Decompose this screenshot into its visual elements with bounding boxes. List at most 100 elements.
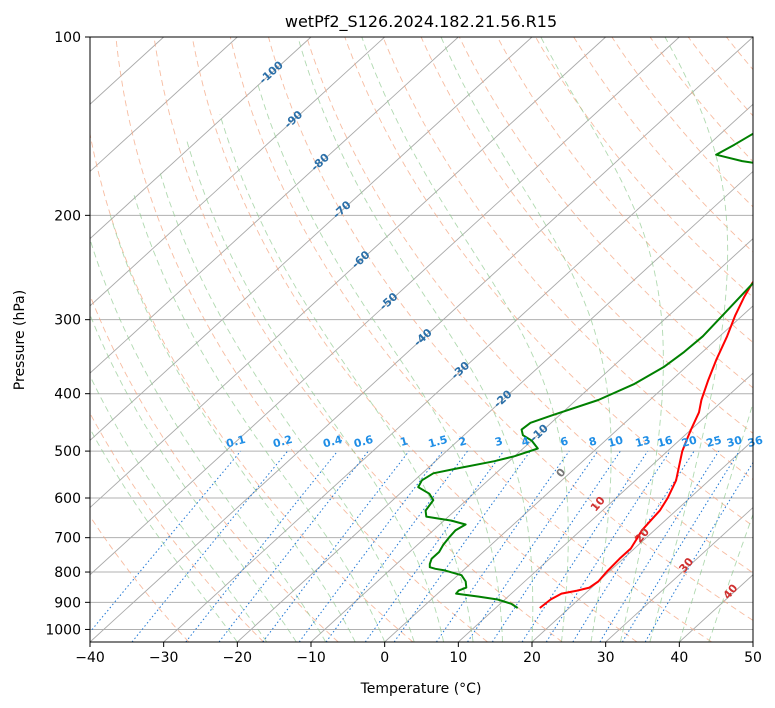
isotherm-line bbox=[90, 37, 753, 642]
mixing-ratio-label: 25 bbox=[705, 433, 723, 450]
mixing-ratio-line bbox=[298, 450, 444, 642]
mixing-ratio-label: 36 bbox=[746, 433, 764, 450]
moist-adiabat-line bbox=[297, 37, 534, 642]
series-line-2 bbox=[417, 132, 753, 609]
moist-adiabat-line bbox=[90, 313, 297, 642]
mixing-ratio-line bbox=[325, 450, 468, 642]
mixing-ratio-line bbox=[435, 450, 570, 642]
x-tick-label: 30 bbox=[597, 650, 615, 666]
mixing-ratio-label: 0.6 bbox=[352, 433, 375, 451]
moist-adiabat-line bbox=[219, 114, 474, 642]
mixing-ratio-label: 30 bbox=[725, 433, 743, 450]
x-tick-label: 50 bbox=[744, 650, 762, 666]
isotherm-line bbox=[90, 37, 312, 240]
x-tick-label: −20 bbox=[223, 650, 253, 666]
moist-adiabat-line bbox=[90, 237, 327, 642]
x-tick-label: 20 bbox=[523, 650, 541, 666]
dry-adiabat-line bbox=[229, 37, 712, 642]
background-lines bbox=[90, 37, 753, 642]
y-tick-label: 300 bbox=[54, 313, 81, 329]
y-tick-label: 900 bbox=[54, 595, 81, 611]
chart-title: wetPf2_S126.2024.182.21.56.R15 bbox=[285, 12, 557, 32]
mixing-ratio-label: 20 bbox=[680, 433, 698, 450]
y-tick-label: 1000 bbox=[45, 622, 81, 638]
y-axis-label: Pressure (hPa) bbox=[12, 290, 28, 390]
y-tick-label: 400 bbox=[54, 387, 81, 403]
moist-adiabat-line bbox=[133, 195, 386, 642]
x-tick-label: 10 bbox=[449, 650, 467, 666]
isotherm-line bbox=[90, 37, 606, 509]
isotherm-line bbox=[605, 506, 753, 642]
series-line-1 bbox=[539, 280, 753, 609]
isotherm-line bbox=[163, 103, 753, 642]
mixing-ratio-label: 4 bbox=[520, 434, 531, 449]
mixing-ratio-line bbox=[131, 450, 288, 642]
mixing-ratio-line bbox=[545, 450, 671, 642]
moist-adiabat-line bbox=[159, 173, 415, 642]
x-axis-ticks: −40 −30 −20 −10 0 10 20 30 40 50 bbox=[75, 642, 762, 666]
mixing-ratio-line bbox=[621, 450, 740, 642]
mixing-ratio-label: 13 bbox=[634, 433, 652, 450]
isotherm-line bbox=[310, 238, 753, 642]
isotherm-line bbox=[90, 37, 459, 374]
mixing-ratio-line bbox=[185, 450, 338, 642]
dry-adiabat-line bbox=[458, 37, 753, 389]
x-axis-label: Temperature (°C) bbox=[360, 681, 482, 697]
isotherm-line bbox=[90, 37, 680, 576]
mixing-ratio-line bbox=[467, 450, 599, 642]
mixing-ratio-label: 2 bbox=[457, 434, 468, 449]
moist-adiabat-line bbox=[90, 427, 238, 642]
dry-adiabat-line bbox=[497, 37, 753, 344]
y-tick-label: 100 bbox=[54, 30, 81, 46]
moist-adiabat-line bbox=[678, 401, 753, 642]
dry-adiabat-line bbox=[382, 37, 753, 481]
isotherm-line bbox=[531, 439, 753, 642]
mixing-ratio-line bbox=[364, 450, 505, 642]
mixing-ratio-line bbox=[262, 450, 410, 642]
dry-adiabat-line bbox=[420, 37, 753, 434]
moist-adiabat-line bbox=[109, 215, 356, 642]
dry-adiabat-line bbox=[573, 37, 753, 253]
dry-adiabat-line bbox=[90, 412, 264, 642]
mixing-ratio-line bbox=[393, 450, 531, 642]
dry-adiabat-line bbox=[268, 37, 753, 621]
isotherm-line bbox=[90, 37, 533, 441]
x-tick-label: −40 bbox=[75, 650, 105, 666]
x-tick-label: −30 bbox=[149, 650, 179, 666]
isotherm-line bbox=[90, 37, 385, 307]
y-tick-label: 700 bbox=[54, 531, 81, 547]
moist-adiabat-line bbox=[540, 37, 664, 642]
dry-adiabat-line bbox=[115, 37, 488, 642]
mixing-ratio-label: 0.4 bbox=[322, 433, 345, 451]
mixing-ratio-label: 16 bbox=[656, 433, 674, 450]
moist-adiabat-line bbox=[649, 37, 729, 642]
dry-adiabat-line bbox=[306, 37, 753, 574]
y-tick-label: 800 bbox=[54, 565, 81, 581]
mixing-ratio-line bbox=[521, 450, 649, 642]
dry-adiabat-line bbox=[649, 37, 753, 163]
dry-adiabat-line bbox=[153, 37, 563, 642]
mixing-ratio-label: 0.1 bbox=[225, 433, 247, 451]
dry-adiabat-line bbox=[191, 37, 638, 642]
moist-adiabat-line bbox=[90, 374, 268, 642]
x-tick-label: −10 bbox=[296, 650, 326, 666]
y-tick-label: 500 bbox=[54, 444, 81, 460]
mixing-ratio-label: 0.2 bbox=[272, 433, 294, 451]
mixing-ratio-label: 1.5 bbox=[427, 433, 449, 451]
mixing-ratio-label: 8 bbox=[587, 434, 598, 449]
dry-adiabat-line bbox=[344, 37, 753, 527]
isotherm-line bbox=[458, 372, 753, 642]
mixing-ratio-line bbox=[90, 450, 242, 633]
mixing-ratio-label: 3 bbox=[493, 434, 504, 449]
mixing-ratio-label: 10 bbox=[606, 433, 624, 450]
series-layer bbox=[417, 132, 753, 609]
moist-adiabat-line bbox=[708, 513, 753, 642]
x-tick-label: 0 bbox=[380, 650, 389, 666]
moist-adiabat-line bbox=[440, 37, 612, 642]
mixing-ratio-line bbox=[572, 450, 695, 642]
isotherm-line bbox=[90, 37, 238, 173]
y-tick-label: 600 bbox=[54, 491, 81, 507]
moist-adiabat-line bbox=[361, 37, 569, 642]
isotherm-line bbox=[237, 170, 753, 642]
